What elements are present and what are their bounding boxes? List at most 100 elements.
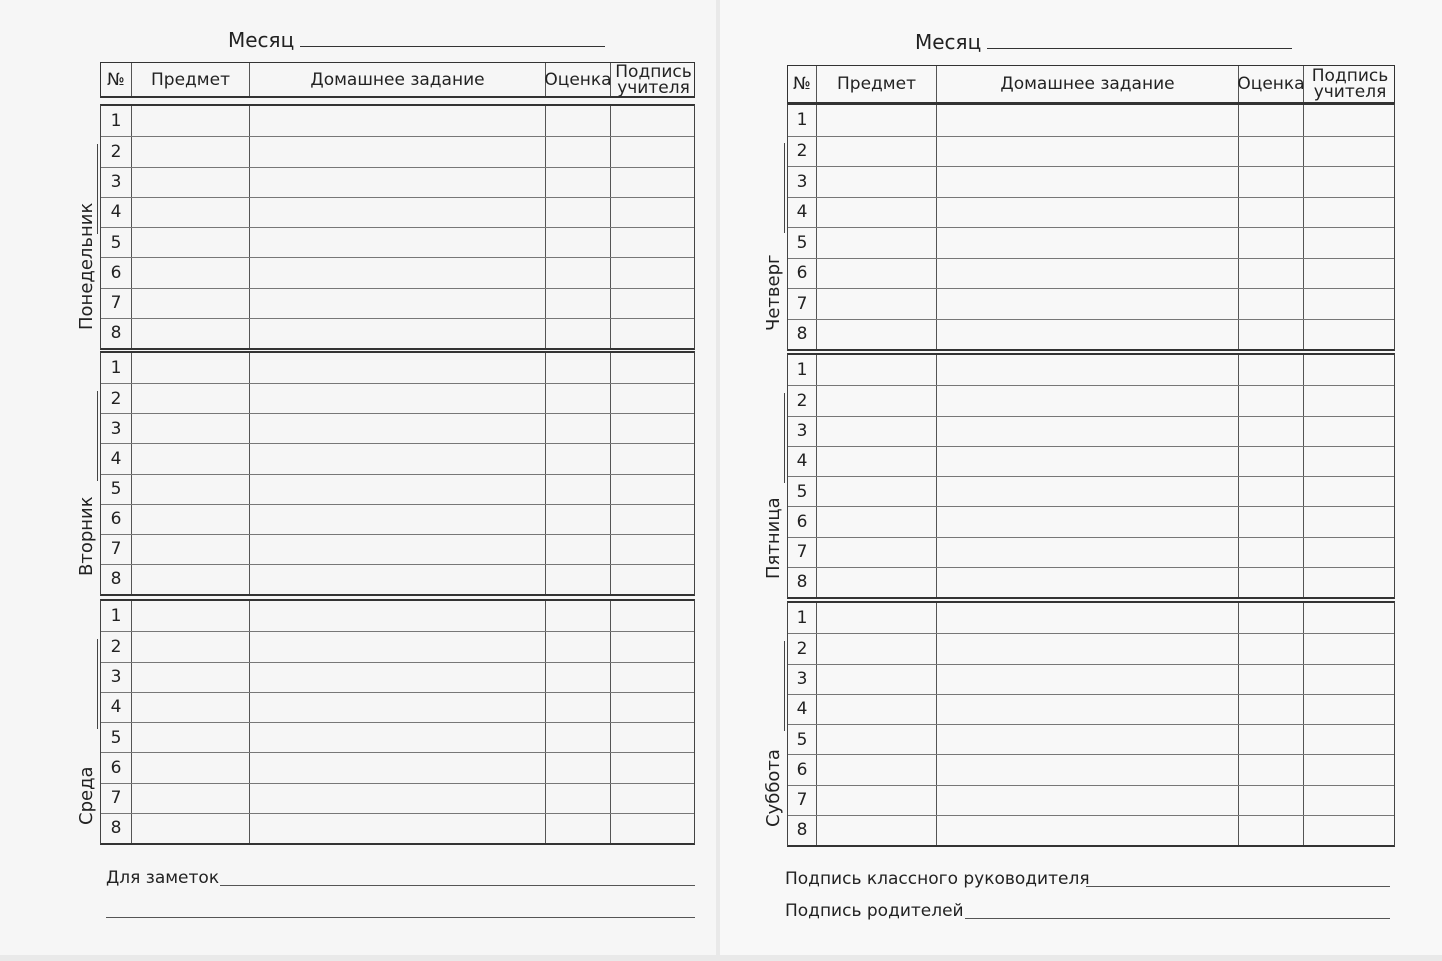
col-grade-cell[interactable] bbox=[1238, 477, 1303, 507]
col-grade-cell[interactable] bbox=[1238, 815, 1303, 845]
col-teacher-signature-cell[interactable] bbox=[610, 813, 696, 843]
col-homework-cell[interactable] bbox=[936, 105, 1238, 136]
col-subject-cell[interactable] bbox=[816, 228, 936, 258]
month-input-line[interactable] bbox=[987, 30, 1293, 49]
col-teacher-signature-cell[interactable] bbox=[610, 384, 696, 414]
col-subject-cell[interactable] bbox=[816, 477, 936, 507]
col-grade-cell[interactable] bbox=[545, 414, 610, 444]
col-teacher-signature-cell[interactable] bbox=[610, 692, 696, 722]
col-teacher-signature-cell[interactable] bbox=[610, 137, 696, 167]
col-teacher-signature-cell[interactable] bbox=[610, 258, 696, 288]
notes-line-2[interactable] bbox=[106, 917, 695, 918]
col-subject-cell[interactable] bbox=[131, 813, 249, 843]
col-homework-cell[interactable] bbox=[249, 632, 545, 662]
col-subject-cell[interactable] bbox=[816, 725, 936, 755]
col-grade-cell[interactable] bbox=[545, 167, 610, 197]
month-field[interactable]: Месяц bbox=[915, 30, 1293, 54]
col-homework-cell[interactable] bbox=[249, 504, 545, 534]
col-subject-cell[interactable] bbox=[131, 753, 249, 783]
col-homework-cell[interactable] bbox=[936, 725, 1238, 755]
col-homework-cell[interactable] bbox=[936, 537, 1238, 567]
col-teacher-signature-cell[interactable] bbox=[1303, 136, 1396, 166]
col-grade-cell[interactable] bbox=[1238, 634, 1303, 664]
col-homework-cell[interactable] bbox=[936, 755, 1238, 785]
col-grade-cell[interactable] bbox=[545, 137, 610, 167]
col-homework-cell[interactable] bbox=[249, 384, 545, 414]
col-homework-cell[interactable] bbox=[249, 753, 545, 783]
col-subject-cell[interactable] bbox=[816, 567, 936, 597]
col-subject-cell[interactable] bbox=[816, 319, 936, 349]
col-homework-cell[interactable] bbox=[936, 603, 1238, 634]
col-subject-cell[interactable] bbox=[131, 167, 249, 197]
col-grade-cell[interactable] bbox=[545, 384, 610, 414]
col-teacher-signature-cell[interactable] bbox=[1303, 197, 1396, 227]
col-subject-cell[interactable] bbox=[131, 632, 249, 662]
col-grade-cell[interactable] bbox=[1238, 603, 1303, 634]
col-homework-cell[interactable] bbox=[936, 228, 1238, 258]
col-homework-cell[interactable] bbox=[249, 228, 545, 258]
col-homework-cell[interactable] bbox=[936, 136, 1238, 166]
col-homework-cell[interactable] bbox=[936, 355, 1238, 386]
col-teacher-signature-cell[interactable] bbox=[1303, 258, 1396, 288]
col-grade-cell[interactable] bbox=[545, 228, 610, 258]
col-teacher-signature-cell[interactable] bbox=[610, 601, 696, 632]
col-subject-cell[interactable] bbox=[131, 318, 249, 348]
col-subject-cell[interactable] bbox=[131, 228, 249, 258]
col-subject-cell[interactable] bbox=[816, 815, 936, 845]
col-grade-cell[interactable] bbox=[1238, 537, 1303, 567]
col-homework-cell[interactable] bbox=[936, 507, 1238, 537]
col-subject-cell[interactable] bbox=[131, 137, 249, 167]
col-subject-cell[interactable] bbox=[816, 355, 936, 386]
col-homework-cell[interactable] bbox=[249, 474, 545, 504]
col-teacher-signature-cell[interactable] bbox=[1303, 477, 1396, 507]
col-grade-cell[interactable] bbox=[545, 662, 610, 692]
col-grade-cell[interactable] bbox=[1238, 446, 1303, 476]
col-teacher-signature-cell[interactable] bbox=[1303, 537, 1396, 567]
col-homework-cell[interactable] bbox=[936, 664, 1238, 694]
col-grade-cell[interactable] bbox=[1238, 567, 1303, 597]
col-grade-cell[interactable] bbox=[1238, 105, 1303, 136]
col-grade-cell[interactable] bbox=[545, 353, 610, 384]
col-grade-cell[interactable] bbox=[1238, 228, 1303, 258]
col-teacher-signature-cell[interactable] bbox=[610, 504, 696, 534]
col-grade-cell[interactable] bbox=[545, 692, 610, 722]
class-teacher-signature-line[interactable] bbox=[1086, 886, 1390, 887]
col-grade-cell[interactable] bbox=[545, 753, 610, 783]
col-subject-cell[interactable] bbox=[816, 634, 936, 664]
col-grade-cell[interactable] bbox=[1238, 319, 1303, 349]
col-grade-cell[interactable] bbox=[545, 444, 610, 474]
col-teacher-signature-cell[interactable] bbox=[610, 534, 696, 564]
col-homework-cell[interactable] bbox=[249, 564, 545, 594]
col-grade-cell[interactable] bbox=[1238, 694, 1303, 724]
col-subject-cell[interactable] bbox=[131, 504, 249, 534]
col-teacher-signature-cell[interactable] bbox=[610, 288, 696, 318]
col-teacher-signature-cell[interactable] bbox=[610, 106, 696, 137]
col-homework-cell[interactable] bbox=[936, 694, 1238, 724]
col-teacher-signature-cell[interactable] bbox=[1303, 664, 1396, 694]
col-subject-cell[interactable] bbox=[816, 694, 936, 724]
col-teacher-signature-cell[interactable] bbox=[1303, 507, 1396, 537]
col-subject-cell[interactable] bbox=[816, 507, 936, 537]
col-grade-cell[interactable] bbox=[1238, 167, 1303, 197]
col-grade-cell[interactable] bbox=[1238, 355, 1303, 386]
col-homework-cell[interactable] bbox=[249, 353, 545, 384]
col-teacher-signature-cell[interactable] bbox=[1303, 105, 1396, 136]
col-subject-cell[interactable] bbox=[131, 692, 249, 722]
col-subject-cell[interactable] bbox=[131, 723, 249, 753]
col-teacher-signature-cell[interactable] bbox=[610, 753, 696, 783]
col-teacher-signature-cell[interactable] bbox=[1303, 289, 1396, 319]
col-grade-cell[interactable] bbox=[545, 534, 610, 564]
col-grade-cell[interactable] bbox=[1238, 785, 1303, 815]
col-subject-cell[interactable] bbox=[816, 446, 936, 476]
col-subject-cell[interactable] bbox=[816, 416, 936, 446]
col-homework-cell[interactable] bbox=[936, 477, 1238, 507]
col-grade-cell[interactable] bbox=[545, 783, 610, 813]
col-subject-cell[interactable] bbox=[816, 386, 936, 416]
col-homework-cell[interactable] bbox=[936, 567, 1238, 597]
col-homework-cell[interactable] bbox=[249, 723, 545, 753]
col-teacher-signature-cell[interactable] bbox=[610, 474, 696, 504]
col-teacher-signature-cell[interactable] bbox=[1303, 228, 1396, 258]
col-teacher-signature-cell[interactable] bbox=[610, 414, 696, 444]
col-homework-cell[interactable] bbox=[936, 416, 1238, 446]
col-homework-cell[interactable] bbox=[936, 386, 1238, 416]
